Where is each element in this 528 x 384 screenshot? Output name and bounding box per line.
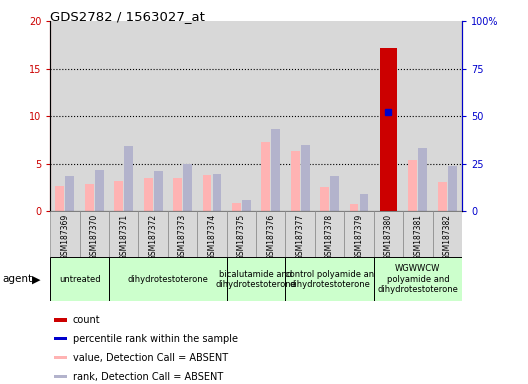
Bar [438, 182, 447, 211]
Bar [232, 203, 241, 211]
Bar [286, 21, 315, 211]
Bar [109, 211, 138, 257]
Bar [374, 21, 403, 211]
Bar [80, 21, 109, 211]
Text: GSM187382: GSM187382 [443, 214, 452, 260]
Bar [330, 176, 339, 211]
Text: GSM187379: GSM187379 [354, 214, 364, 260]
Text: GSM187369: GSM187369 [60, 214, 69, 260]
Text: value, Detection Call = ABSENT: value, Detection Call = ABSENT [73, 353, 228, 362]
Text: GSM187377: GSM187377 [296, 214, 305, 260]
Text: GSM187380: GSM187380 [384, 214, 393, 260]
Bar [54, 318, 67, 321]
Bar [344, 21, 374, 211]
Text: rank, Detection Call = ABSENT: rank, Detection Call = ABSENT [73, 372, 223, 382]
Bar [286, 257, 374, 301]
Bar [374, 211, 403, 257]
Bar [432, 211, 462, 257]
Text: agent: agent [3, 274, 33, 285]
Bar [173, 178, 182, 211]
Text: GSM187375: GSM187375 [237, 214, 246, 260]
Bar [409, 160, 417, 211]
Bar [203, 175, 211, 211]
Bar [197, 211, 227, 257]
Text: GSM187381: GSM187381 [413, 214, 422, 260]
Bar [448, 166, 457, 211]
Bar [50, 211, 80, 257]
Bar [419, 149, 427, 211]
Bar [109, 257, 227, 301]
Bar [168, 211, 197, 257]
Bar [54, 375, 67, 378]
Bar [315, 21, 344, 211]
Bar [344, 211, 374, 257]
Bar [227, 211, 256, 257]
Bar [242, 200, 251, 211]
Bar [168, 21, 197, 211]
Text: GSM187371: GSM187371 [119, 214, 128, 260]
Text: control polyamide an
dihydrotestoterone: control polyamide an dihydrotestoterone [285, 270, 374, 289]
Bar [350, 204, 359, 211]
Bar [183, 164, 192, 211]
Bar [138, 211, 168, 257]
Bar [227, 21, 256, 211]
Bar [80, 211, 109, 257]
Bar [144, 178, 153, 211]
Bar [403, 21, 432, 211]
Bar [114, 181, 123, 211]
Bar [50, 21, 80, 211]
Text: percentile rank within the sample: percentile rank within the sample [73, 334, 238, 344]
Text: GSM187373: GSM187373 [178, 214, 187, 260]
Bar [256, 21, 286, 211]
Bar [213, 174, 221, 211]
Text: untreated: untreated [59, 275, 100, 284]
Bar [271, 129, 280, 211]
Bar [50, 257, 109, 301]
Bar [65, 176, 74, 211]
Bar [291, 151, 299, 211]
Text: count: count [73, 315, 100, 325]
Bar [55, 187, 64, 211]
Bar [109, 21, 138, 211]
Bar [138, 21, 168, 211]
Text: GSM187376: GSM187376 [266, 214, 275, 260]
Bar [54, 356, 67, 359]
Bar [256, 211, 286, 257]
Bar [124, 146, 133, 211]
Bar [403, 211, 432, 257]
Text: GSM187370: GSM187370 [90, 214, 99, 260]
Bar [360, 194, 369, 211]
Bar [374, 257, 462, 301]
Bar [95, 170, 103, 211]
Text: ▶: ▶ [32, 274, 40, 285]
Bar [85, 184, 93, 211]
Bar [432, 21, 462, 211]
Bar [227, 257, 286, 301]
Bar [320, 187, 329, 211]
Text: GSM187378: GSM187378 [325, 214, 334, 260]
Text: dihydrotestoterone: dihydrotestoterone [127, 275, 208, 284]
Bar [197, 21, 227, 211]
Bar [261, 142, 270, 211]
Bar [380, 48, 397, 211]
Bar [54, 337, 67, 341]
Text: WGWWCW
polyamide and
dihydrotestoterone: WGWWCW polyamide and dihydrotestoterone [378, 265, 458, 294]
Text: GSM187372: GSM187372 [148, 214, 158, 260]
Text: GSM187374: GSM187374 [208, 214, 216, 260]
Text: bicalutamide and
dihydrotestoterone: bicalutamide and dihydrotestoterone [215, 270, 297, 289]
Bar [286, 211, 315, 257]
Bar [315, 211, 344, 257]
Bar [154, 171, 163, 211]
Bar [301, 145, 309, 211]
Text: GDS2782 / 1563027_at: GDS2782 / 1563027_at [50, 10, 205, 23]
